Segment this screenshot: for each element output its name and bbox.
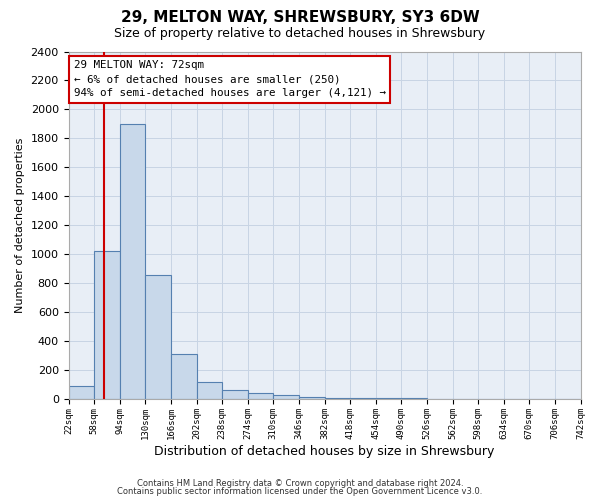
Text: 29 MELTON WAY: 72sqm
← 6% of detached houses are smaller (250)
94% of semi-detac: 29 MELTON WAY: 72sqm ← 6% of detached ho… — [74, 60, 386, 98]
Text: 29, MELTON WAY, SHREWSBURY, SY3 6DW: 29, MELTON WAY, SHREWSBURY, SY3 6DW — [121, 10, 479, 25]
Text: Size of property relative to detached houses in Shrewsbury: Size of property relative to detached ho… — [115, 28, 485, 40]
Text: Contains public sector information licensed under the Open Government Licence v3: Contains public sector information licen… — [118, 487, 482, 496]
Bar — [401, 398, 427, 399]
Bar — [299, 397, 325, 399]
Bar — [68, 386, 94, 399]
Bar — [222, 390, 248, 399]
Bar — [145, 274, 171, 399]
Bar — [350, 398, 376, 399]
Bar — [94, 252, 120, 399]
Bar — [120, 124, 145, 399]
Bar — [325, 398, 350, 399]
Y-axis label: Number of detached properties: Number of detached properties — [15, 138, 25, 313]
X-axis label: Distribution of detached houses by size in Shrewsbury: Distribution of detached houses by size … — [154, 444, 495, 458]
Text: Contains HM Land Registry data © Crown copyright and database right 2024.: Contains HM Land Registry data © Crown c… — [137, 478, 463, 488]
Bar — [248, 392, 274, 399]
Bar — [376, 398, 401, 399]
Bar — [274, 396, 299, 399]
Bar — [171, 354, 197, 399]
Bar — [197, 382, 222, 399]
